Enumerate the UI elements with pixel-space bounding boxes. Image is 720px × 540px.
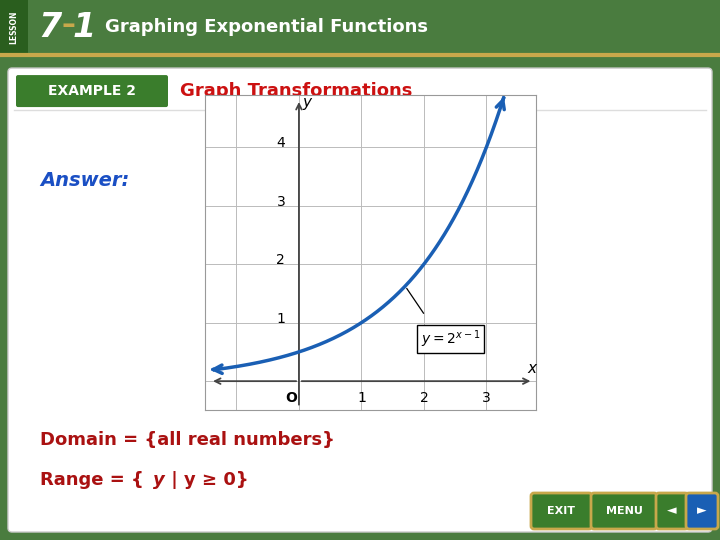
Text: 1: 1 bbox=[357, 390, 366, 404]
FancyBboxPatch shape bbox=[0, 0, 28, 55]
Text: Domain = {all real numbers}: Domain = {all real numbers} bbox=[40, 431, 335, 449]
Text: O: O bbox=[286, 390, 297, 404]
Text: x: x bbox=[527, 361, 536, 376]
Text: y: y bbox=[153, 471, 165, 489]
Text: 2: 2 bbox=[276, 253, 285, 267]
FancyBboxPatch shape bbox=[16, 75, 168, 107]
FancyBboxPatch shape bbox=[591, 493, 657, 529]
Text: y: y bbox=[302, 95, 312, 110]
FancyBboxPatch shape bbox=[656, 493, 688, 529]
Text: 2: 2 bbox=[420, 390, 428, 404]
Text: | y ≥ 0}: | y ≥ 0} bbox=[165, 471, 248, 489]
Text: EXIT: EXIT bbox=[547, 506, 575, 516]
Text: ►: ► bbox=[697, 504, 707, 517]
FancyBboxPatch shape bbox=[8, 68, 712, 532]
Text: Range = {: Range = { bbox=[40, 471, 144, 489]
Text: $y = 2^{x-1}$: $y = 2^{x-1}$ bbox=[420, 328, 480, 350]
FancyBboxPatch shape bbox=[686, 493, 718, 529]
Text: –: – bbox=[61, 11, 75, 39]
Text: MENU: MENU bbox=[606, 506, 642, 516]
Text: 1: 1 bbox=[276, 312, 285, 326]
Text: 3: 3 bbox=[276, 194, 285, 208]
Text: 4: 4 bbox=[276, 136, 285, 150]
Text: EXAMPLE 2: EXAMPLE 2 bbox=[48, 84, 136, 98]
Text: LESSON: LESSON bbox=[9, 10, 19, 44]
Text: Graphing Exponential Functions: Graphing Exponential Functions bbox=[105, 18, 428, 36]
Text: ◄: ◄ bbox=[667, 504, 677, 517]
Text: Graph Transformations: Graph Transformations bbox=[180, 82, 413, 100]
Text: 1: 1 bbox=[73, 11, 96, 44]
FancyBboxPatch shape bbox=[531, 493, 592, 529]
Text: Answer:: Answer: bbox=[40, 171, 130, 190]
Text: 7: 7 bbox=[38, 11, 62, 44]
Text: 3: 3 bbox=[482, 390, 491, 404]
